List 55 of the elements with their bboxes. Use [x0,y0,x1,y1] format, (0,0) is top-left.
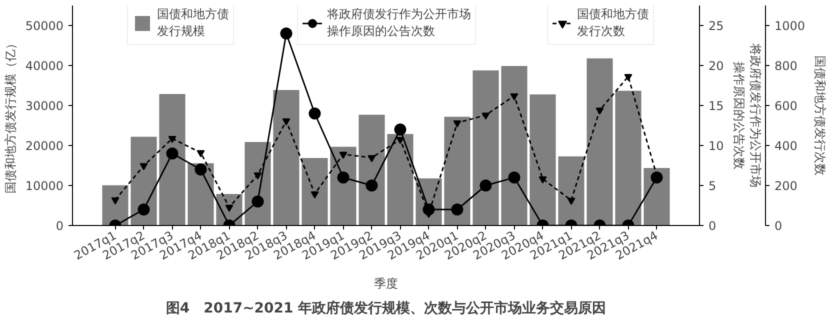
y2-tick-label: 10 [708,139,724,153]
y3-tick-label: 1000 [774,19,806,33]
y-tick-label: 30000 [25,99,64,113]
legend-label: 将政府债发行作为公开市场操作原因的公告次数 [327,6,471,40]
point [308,108,321,120]
point [396,136,404,144]
y2-tick-label: 5 [708,179,716,193]
point [538,176,547,184]
point [111,197,120,204]
point [166,148,178,160]
y2-tick-label: 0 [708,219,716,233]
point [337,172,350,184]
point [596,108,604,115]
point [280,28,292,40]
point [453,120,462,128]
legend-label: 国债和地方债发行规模 [157,6,229,40]
y-tick-label: 50000 [25,19,64,33]
y3-tick-label: 800 [774,59,798,73]
text: 图4 2017~2021 年政府债发行规模、次数与公开市场业务交易原因 [166,300,606,316]
point [254,172,262,180]
point [508,172,520,184]
point [510,93,518,100]
point [252,196,264,208]
point [624,74,632,82]
y-tick-label: 40000 [25,59,64,73]
y3-tick-label: 400 [774,139,798,153]
y3-tick-label: 600 [774,99,798,113]
y-axis-title: 国债和地方债发行规模（亿） [3,38,18,194]
point [567,198,576,205]
point [282,118,290,126]
point [196,150,205,158]
point [138,204,150,216]
y-tick-label: 20000 [25,139,64,153]
y3-tick-label: 200 [774,179,798,193]
y2-tick-label: 20 [708,59,724,73]
y2-tick-label: 25 [708,19,724,33]
point [194,164,207,176]
legend-label: 国债和地方债发行次数 [577,6,649,40]
y2-tick-label: 15 [708,99,724,113]
y3-axis-title: 国债和地方债发行次数 [813,56,828,176]
point [368,155,376,162]
point [480,180,492,192]
y2-axis-title: 将政府债发行作为公开市场操作原因的公告次数 [732,42,763,188]
point [451,204,464,216]
point [394,124,406,136]
point [366,180,378,192]
point [310,191,319,198]
point [168,136,176,144]
point [339,152,348,159]
point [140,163,148,170]
y3-tick-label: 0 [774,219,782,233]
y-tick-label: 0 [56,219,64,233]
point [482,112,490,120]
y-tick-label: 10000 [25,179,64,193]
x-axis-title: 季度 [374,276,398,291]
